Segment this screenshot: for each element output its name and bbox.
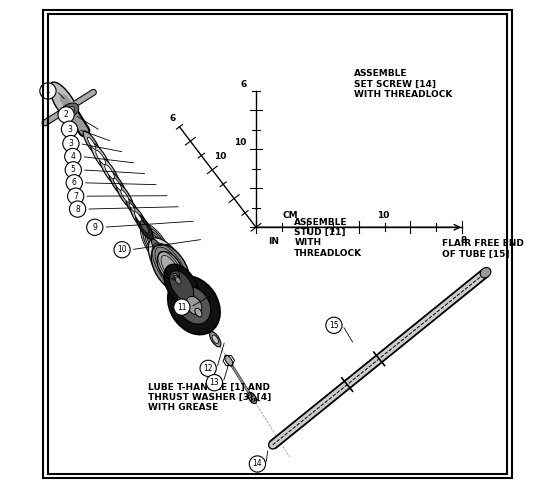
Ellipse shape: [63, 106, 75, 116]
Ellipse shape: [130, 206, 147, 229]
Circle shape: [65, 148, 81, 164]
Ellipse shape: [91, 143, 110, 172]
Text: 3: 3: [67, 125, 72, 134]
Ellipse shape: [480, 267, 491, 278]
Ellipse shape: [150, 237, 164, 256]
Text: 10: 10: [117, 245, 127, 254]
Text: 10: 10: [214, 152, 226, 161]
Text: CM: CM: [282, 211, 298, 220]
Ellipse shape: [164, 264, 199, 307]
Circle shape: [65, 162, 82, 178]
Circle shape: [174, 299, 190, 315]
Ellipse shape: [212, 335, 219, 344]
Ellipse shape: [177, 286, 211, 324]
Text: 9: 9: [92, 223, 97, 232]
Ellipse shape: [148, 234, 166, 260]
Ellipse shape: [153, 241, 162, 253]
Text: 3: 3: [68, 139, 73, 148]
Ellipse shape: [169, 271, 194, 301]
Ellipse shape: [134, 212, 142, 223]
Ellipse shape: [175, 277, 181, 284]
Ellipse shape: [96, 150, 105, 165]
Circle shape: [62, 121, 78, 137]
Text: 6: 6: [169, 114, 175, 123]
Ellipse shape: [100, 158, 119, 186]
Text: 2: 2: [64, 110, 68, 120]
Ellipse shape: [105, 164, 114, 179]
Ellipse shape: [148, 238, 193, 298]
Ellipse shape: [140, 224, 173, 269]
Ellipse shape: [152, 239, 162, 254]
Ellipse shape: [143, 227, 171, 266]
Text: 12: 12: [203, 364, 213, 373]
Ellipse shape: [109, 172, 126, 197]
Text: 8: 8: [75, 204, 80, 214]
Text: 11: 11: [177, 303, 186, 312]
Ellipse shape: [88, 137, 96, 149]
Ellipse shape: [129, 203, 135, 211]
Ellipse shape: [136, 215, 153, 240]
Ellipse shape: [157, 252, 184, 285]
Ellipse shape: [145, 230, 169, 263]
Text: 10: 10: [377, 211, 390, 220]
Circle shape: [68, 188, 84, 204]
Circle shape: [249, 456, 265, 472]
Ellipse shape: [225, 355, 233, 366]
Ellipse shape: [210, 332, 221, 347]
Text: LUBE T-HANDLE [1] AND
THRUST WASHER [3],[4]
WITH GREASE: LUBE T-HANDLE [1] AND THRUST WASHER [3],…: [148, 383, 271, 412]
Text: 7: 7: [73, 192, 78, 201]
Circle shape: [40, 83, 56, 99]
Text: FLAIR FREE END
OF TUBE [15]: FLAIR FREE END OF TUBE [15]: [442, 239, 524, 259]
Ellipse shape: [151, 244, 189, 292]
Text: 10: 10: [234, 138, 246, 147]
Ellipse shape: [117, 183, 133, 208]
Text: 14: 14: [253, 460, 262, 468]
Text: 15: 15: [329, 321, 339, 330]
Text: 1: 1: [46, 86, 51, 96]
Circle shape: [326, 317, 342, 333]
Text: 8: 8: [461, 236, 467, 245]
Circle shape: [58, 107, 74, 123]
Text: 5: 5: [71, 165, 75, 174]
Ellipse shape: [195, 308, 202, 317]
Ellipse shape: [59, 103, 79, 119]
Ellipse shape: [173, 273, 179, 281]
Text: ASSEMBLE
STUD [11]
WITH
THREADLOCK: ASSEMBLE STUD [11] WITH THREADLOCK: [294, 218, 362, 258]
Circle shape: [63, 136, 79, 152]
Ellipse shape: [49, 82, 79, 123]
Ellipse shape: [121, 190, 129, 202]
Ellipse shape: [83, 131, 100, 156]
Text: 6: 6: [240, 80, 246, 89]
Ellipse shape: [174, 275, 180, 282]
Ellipse shape: [140, 221, 149, 233]
Circle shape: [87, 219, 103, 235]
Text: 6: 6: [72, 178, 77, 187]
Text: IN: IN: [268, 237, 279, 246]
Circle shape: [69, 201, 85, 217]
Circle shape: [66, 175, 82, 191]
Text: ASSEMBLE
SET SCREW [14]
WITH THREADLOCK: ASSEMBLE SET SCREW [14] WITH THREADLOCK: [354, 69, 452, 99]
Circle shape: [114, 242, 130, 258]
Ellipse shape: [168, 276, 220, 335]
Circle shape: [200, 360, 216, 376]
Circle shape: [206, 375, 223, 391]
Text: 13: 13: [210, 378, 219, 387]
Text: 4: 4: [70, 152, 75, 161]
Ellipse shape: [248, 392, 257, 404]
Ellipse shape: [186, 296, 202, 314]
Ellipse shape: [127, 199, 138, 216]
Ellipse shape: [113, 178, 122, 190]
